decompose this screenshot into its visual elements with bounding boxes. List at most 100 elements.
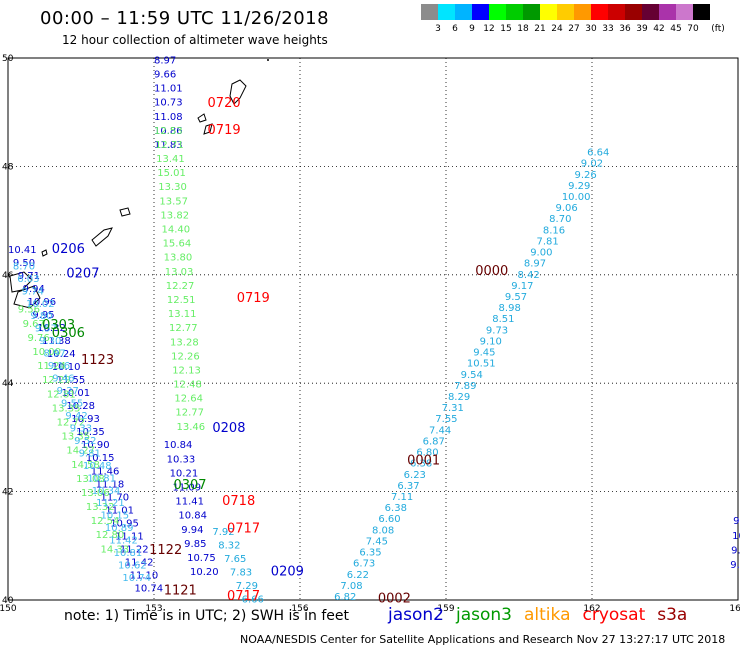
scale-label: 3 <box>435 24 441 34</box>
coastline <box>9 271 33 293</box>
wave-height-value: 12.48 <box>173 380 202 391</box>
page-subtitle: 12 hour collection of altimeter wave hei… <box>62 33 328 47</box>
wave-height-value: 6.38 <box>385 503 407 514</box>
lat-tick-label: 46 <box>2 271 14 281</box>
wave-height-value: 9.42 <box>65 411 87 422</box>
scale-swatch <box>472 4 489 20</box>
wave-height-value: 9.74 <box>22 286 44 297</box>
wave-height-value: 6.80 <box>416 448 438 459</box>
coastline <box>119 207 131 217</box>
scale-swatch <box>489 4 506 20</box>
wave-height-value: 8.97 <box>154 55 176 66</box>
scale-label: 39 <box>636 24 648 34</box>
wave-height-value: 12.80 <box>96 530 125 541</box>
wave-height-value: 7.81 <box>537 236 559 247</box>
scale-swatch <box>642 4 659 20</box>
wave-height-value: 12.64 <box>174 394 203 405</box>
wave-height-value: 10.74 <box>122 573 151 584</box>
wave-height-value: 9.76 <box>27 333 49 344</box>
wave-height-value: 9.29 <box>568 181 590 192</box>
pass-time-label: 0720 <box>208 96 241 111</box>
wave-height-value: 13.35 <box>62 432 91 443</box>
scale-swatch <box>591 4 608 20</box>
scale-label: 33 <box>602 24 614 34</box>
wave-height-value: 7.55 <box>435 414 457 425</box>
wave-height-value: 13.57 <box>159 196 188 207</box>
wave-height-value: 6.23 <box>404 470 426 481</box>
wave-height-value: 11.11 <box>115 531 144 542</box>
wave-height-value: 6.66 <box>242 595 264 606</box>
pass-time-label: 0719 <box>208 123 241 138</box>
wave-height-value: 9.95 <box>32 310 54 321</box>
wave-height-value: 11.42 <box>125 557 154 568</box>
lon-tick-label: 162 <box>583 604 600 614</box>
wave-height-value: 7.92 <box>212 527 234 538</box>
wave-height-value: 6.35 <box>359 548 381 559</box>
wave-height-value: 10.15 <box>100 511 129 522</box>
wave-height-value: 6.82 <box>334 592 356 603</box>
wave-height-value: 10.90 <box>81 440 110 451</box>
wave-height-value: 10.81 <box>87 473 116 484</box>
wave-height-value: 10.10 <box>52 362 81 373</box>
wave-height-value: 11.55 <box>57 375 86 386</box>
scale-label: 27 <box>568 24 580 34</box>
wave-height-value: 11.70 <box>100 492 129 503</box>
pass-time-label: 0307 <box>173 478 206 493</box>
wave-height-value: 11.21 <box>96 498 125 509</box>
page-title: 00:00 – 11:59 UTC 11/26/2018 <box>40 8 330 29</box>
scale-swatch <box>421 4 438 20</box>
pass-time-label: 0000 <box>475 264 508 279</box>
wave-height-value: 9.67 <box>23 319 45 330</box>
coastline <box>41 249 48 257</box>
lat-tick-label: 48 <box>2 162 14 172</box>
wave-height-value: 9.55 <box>61 399 83 410</box>
wave-height-value: 12.26 <box>171 351 200 362</box>
scale-label: 45 <box>670 24 682 34</box>
wave-height-value: 13.46 <box>176 422 205 433</box>
wave-height-value: 13.41 <box>156 154 185 165</box>
lon-tick-label: 156 <box>291 604 308 614</box>
coastline-dot <box>267 59 269 61</box>
scale-swatch <box>523 4 540 20</box>
legend-item-altika: altika <box>524 605 571 625</box>
pass-time-label: 1122 <box>149 543 182 558</box>
pass-time-label: 0717 <box>227 589 260 604</box>
wave-height-value: 9.33 <box>70 423 92 434</box>
wave-height-value: 11.83 <box>154 140 183 151</box>
wave-height-value: 13.03 <box>165 267 194 278</box>
wave-height-value: 8.70 <box>549 214 571 225</box>
wave-height-value: 6.64 <box>587 148 609 159</box>
wave-height-value: 14.40 <box>161 225 190 236</box>
scale-label: 12 <box>483 24 495 34</box>
wave-height-value: 11.41 <box>175 497 204 508</box>
wave-height-value: 12.71 <box>155 140 184 151</box>
wave-height-value: 13.32 <box>86 502 115 513</box>
pass-time-label: 0209 <box>271 565 304 580</box>
wave-height-value: 7.45 <box>366 536 388 547</box>
wave-height-value: 6.87 <box>423 436 445 447</box>
wave-height-value: 9.81 <box>79 448 101 459</box>
wave-height-value: 10.28 <box>66 401 95 412</box>
scale-swatch <box>625 4 642 20</box>
wave-height-value: 10.74 <box>135 583 164 594</box>
wave-height-value: 10.34 <box>92 486 121 497</box>
wave-height-value: 9.30 <box>39 336 61 347</box>
wave-height-value: 9.57 <box>35 324 57 335</box>
pass-time-label: 0718 <box>222 494 255 509</box>
wave-height-value: 9.56 <box>18 305 40 316</box>
lon-tick-label: 150 <box>0 604 17 614</box>
lon-tick-label: 153 <box>145 604 162 614</box>
wave-height-value: 10.02 <box>26 299 55 310</box>
wave-height-value: 9.73 <box>486 325 508 336</box>
wave-height-value: 13.06 <box>81 488 110 499</box>
wave-height-value: 12.53 <box>154 126 183 137</box>
scale-label: 70 <box>687 24 699 34</box>
wave-height-value: 13.11 <box>168 309 197 320</box>
pass-time-label: 0208 <box>212 421 245 436</box>
wave-height-value: 10.95 <box>110 518 139 529</box>
scale-swatch <box>438 4 455 20</box>
legend-item-s3a: s3a <box>657 605 688 625</box>
wave-height-value: 9.71 <box>18 271 40 282</box>
wave-height-value: 10.75 <box>187 553 216 564</box>
